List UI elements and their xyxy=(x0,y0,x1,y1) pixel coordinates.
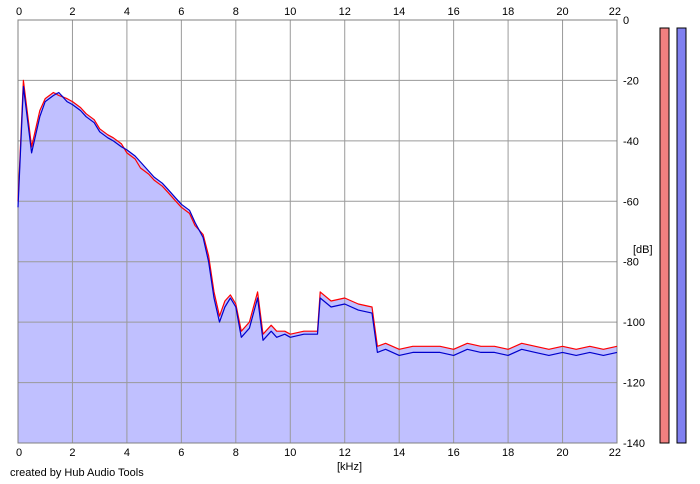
x-tick-label-bottom: 12 xyxy=(339,447,351,459)
x-tick-label-top: 4 xyxy=(124,6,130,18)
series-line-1 xyxy=(17,79,618,350)
x-tick-label-bottom: 22 xyxy=(609,447,621,459)
y-tick-label: -100 xyxy=(623,317,645,329)
x-tick-label-bottom: 8 xyxy=(233,447,239,459)
x-tick-label-bottom: 4 xyxy=(124,447,130,459)
x-tick-label-top: 2 xyxy=(69,6,75,18)
x-tick-label-top: 8 xyxy=(233,6,239,18)
x-tick-label-top: 18 xyxy=(502,6,514,18)
series-line-2 xyxy=(17,85,618,356)
grid-layer xyxy=(17,19,618,444)
x-tick-label-top: 16 xyxy=(448,6,460,18)
x-tick-label-top: 22 xyxy=(609,6,621,18)
level-meter-1 xyxy=(659,27,670,444)
x-tick-label-bottom: 10 xyxy=(284,447,296,459)
x-tick-label-bottom: 6 xyxy=(178,447,184,459)
x-tick-label-top: 0 xyxy=(16,6,22,18)
y-tick-label: -40 xyxy=(623,136,639,148)
level-meter-2 xyxy=(676,27,687,444)
x-axis-label: [kHz] xyxy=(337,461,362,473)
x-tick-label-top: 10 xyxy=(284,6,296,18)
x-tick-label-bottom: 0 xyxy=(16,447,22,459)
y-tick-label: -60 xyxy=(623,196,639,208)
x-tick-label-top: 14 xyxy=(393,6,405,18)
spectrum-fill xyxy=(18,80,617,444)
level-meters xyxy=(659,27,687,444)
y-tick-label: -80 xyxy=(623,257,639,269)
x-tick-label-bottom: 2 xyxy=(69,447,75,459)
x-tick-label-top: 12 xyxy=(339,6,351,18)
footer-credit: created by Hub Audio Tools xyxy=(10,467,144,479)
spectrum-fill-layer xyxy=(18,80,617,444)
x-tick-label-bottom: 20 xyxy=(556,447,568,459)
y-tick-labels: 0 -20 -40 -60 -80 -100 -120 -140 xyxy=(623,15,645,450)
x-tick-label-bottom: 16 xyxy=(448,447,460,459)
x-tick-label-top: 20 xyxy=(556,6,568,18)
y-axis-label: [dB] xyxy=(633,244,653,256)
y-tick-label: 0 xyxy=(623,15,629,27)
x-tick-label-top: 6 xyxy=(178,6,184,18)
x-tick-label-bottom: 14 xyxy=(393,447,405,459)
x-tick-label-bottom: 18 xyxy=(502,447,514,459)
y-tick-label: -20 xyxy=(623,75,639,87)
plot-border xyxy=(17,19,618,444)
series-layer xyxy=(17,79,618,356)
y-tick-label: -120 xyxy=(623,378,645,390)
y-tick-label: -140 xyxy=(623,438,645,450)
